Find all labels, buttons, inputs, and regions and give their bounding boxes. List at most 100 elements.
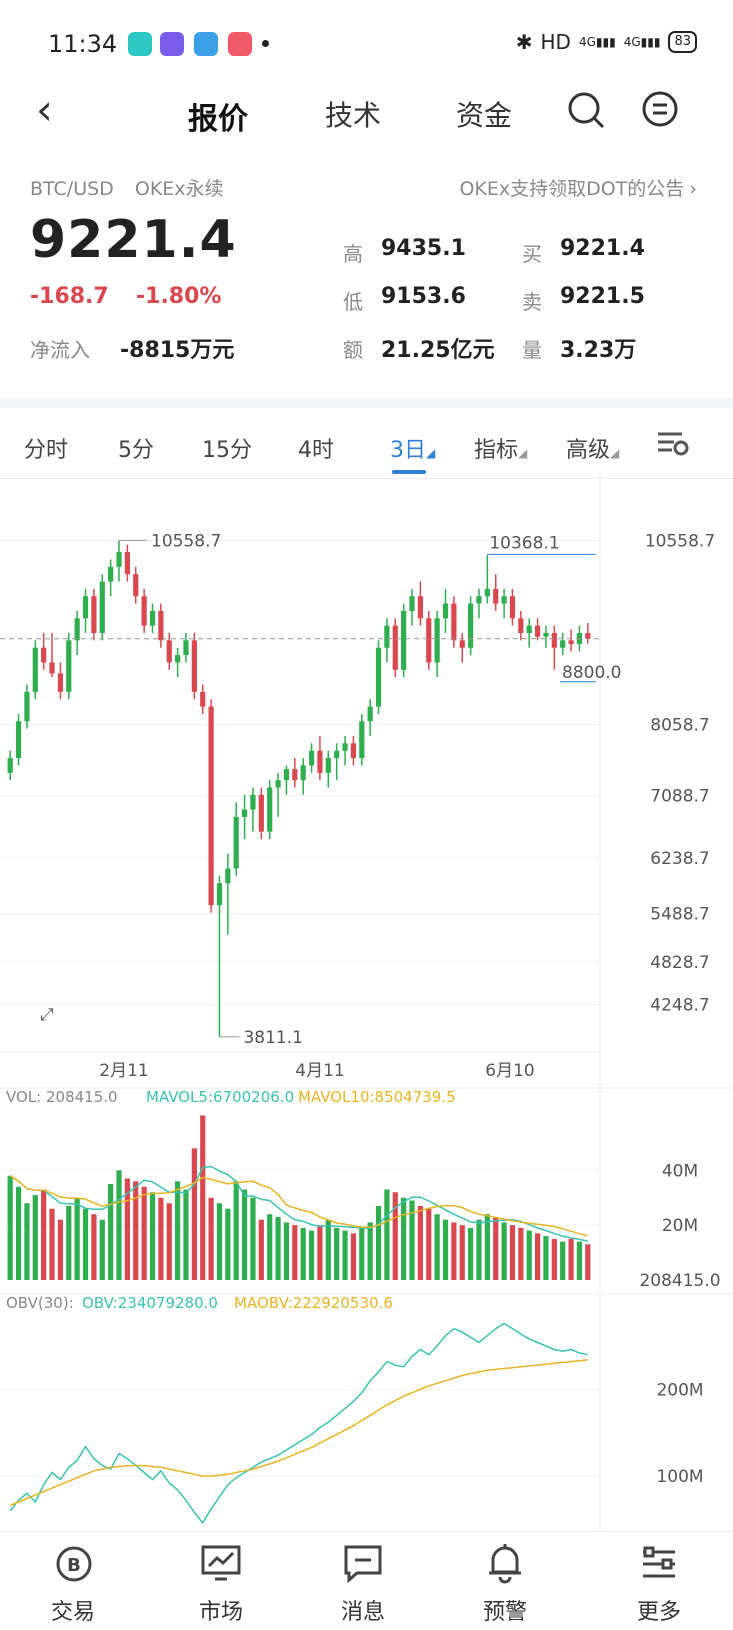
high-value: 9435.1 — [381, 236, 466, 261]
volume-bar — [292, 1225, 298, 1280]
candle-body — [442, 603, 449, 619]
volume-bar — [57, 1219, 64, 1280]
candle-body — [476, 596, 482, 604]
chart-settings-icon[interactable] — [656, 428, 690, 458]
candle-body — [468, 603, 474, 648]
tab-technical[interactable]: 技术 — [325, 99, 382, 132]
candle-body — [241, 809, 248, 817]
buy-label: 买 — [522, 242, 542, 266]
volume-bar — [275, 1216, 281, 1280]
candlestick-chart[interactable]: 10558.79221.48058.77088.76238.75488.7482… — [0, 470, 733, 1530]
obv-tick-label: 200M — [656, 1380, 703, 1400]
candle-body — [308, 750, 315, 766]
volume-bar — [484, 1214, 490, 1280]
candle-body — [367, 706, 373, 722]
menu-icon[interactable] — [641, 90, 681, 130]
search-icon[interactable] — [566, 90, 606, 130]
sell-value: 9221.5 — [560, 284, 645, 309]
dropdown-caret-icon: ◢ — [518, 446, 528, 460]
volume-bar — [442, 1219, 449, 1280]
interval-5m[interactable]: 5分 — [118, 438, 154, 463]
candle-body — [108, 566, 114, 582]
volume-bar — [501, 1222, 507, 1280]
low-label: 低 — [343, 290, 363, 314]
dropdown-caret-icon: ◢ — [610, 446, 620, 460]
last-price: 9221.4 — [30, 210, 237, 270]
symbol-row: BTC/USD OKEx永续 — [30, 174, 224, 201]
announcement-link[interactable]: OKEx支持领取DOT的公告 › — [459, 174, 697, 201]
interval-tabs: 分时 5分 15分 4时 3日◢ 指标◢ 高级◢ — [0, 398, 733, 479]
interval-15m[interactable]: 15分 — [202, 438, 252, 463]
y-tick-label: 6238.7 — [650, 849, 709, 869]
volume-bar — [308, 1230, 315, 1280]
volume-bar — [568, 1238, 574, 1280]
volume-bar — [426, 1208, 432, 1280]
notification-dot-icon — [262, 40, 269, 47]
volume-bar — [359, 1227, 365, 1280]
x-tick-label: 4月11 — [295, 1061, 344, 1081]
volume-label: 量 — [522, 338, 542, 362]
volume-bar — [108, 1184, 114, 1280]
tab-funds[interactable]: 资金 — [456, 99, 513, 132]
volume-bar — [367, 1222, 373, 1280]
candle-body — [116, 552, 122, 567]
back-arrow-icon[interactable]: ‹ — [36, 85, 53, 134]
volume-bar — [32, 1195, 38, 1280]
message-icon — [344, 1545, 382, 1584]
candle-body — [300, 765, 306, 781]
candle-body — [493, 588, 499, 604]
volume-bar — [158, 1197, 164, 1280]
volume-label: VOL: 208415.0 — [6, 1088, 118, 1106]
candle-body — [417, 596, 423, 619]
amount-value: 21.25亿元 — [381, 338, 495, 363]
app-icon-2 — [160, 32, 184, 56]
interval-indicators[interactable]: 指标◢ — [474, 438, 528, 463]
candle-body — [585, 633, 591, 639]
volume-bar — [116, 1170, 122, 1280]
candle-body — [292, 769, 298, 781]
candle-body — [225, 868, 231, 884]
volume-bar — [325, 1219, 331, 1280]
volume-value: 3.23万 — [560, 338, 637, 363]
selected-underline — [392, 470, 426, 474]
candle-body — [24, 691, 30, 722]
price-change-pct: -1.80% — [136, 284, 222, 309]
volume-bar — [334, 1227, 340, 1280]
volume-bar — [585, 1244, 591, 1280]
volume-bar — [82, 1208, 89, 1280]
candle-body — [267, 787, 273, 832]
volume-bar — [543, 1236, 549, 1280]
volume-bar — [283, 1222, 290, 1280]
candle-body — [233, 816, 239, 869]
tab-quote[interactable]: 报价 — [188, 102, 248, 137]
interval-timeshare[interactable]: 分时 — [24, 438, 69, 463]
volume-bar — [225, 1208, 231, 1280]
candle-body — [66, 640, 72, 692]
candle-body — [41, 647, 47, 663]
candle-body — [350, 743, 357, 759]
interval-4h[interactable]: 4时 — [298, 438, 334, 463]
volume-bar — [15, 1186, 22, 1280]
interval-3d[interactable]: 3日◢ — [390, 438, 436, 463]
volume-bar — [258, 1219, 264, 1280]
volume-bar — [216, 1203, 223, 1280]
candle-body — [543, 633, 549, 637]
interval-advanced[interactable]: 高级◢ — [566, 438, 620, 463]
candle-body — [175, 655, 181, 663]
dropdown-caret-icon: ◢ — [426, 446, 436, 460]
netflow-value: -8815万元 — [120, 338, 235, 363]
volume-bar — [200, 1115, 206, 1280]
candle-body — [359, 721, 365, 759]
candle-body — [208, 706, 214, 906]
candle-body — [49, 662, 55, 674]
y-tick-label: 4248.7 — [650, 996, 709, 1016]
candle-body — [200, 691, 206, 707]
vol-tick-label: 20M — [662, 1216, 698, 1236]
y-tick-label: 7088.7 — [650, 787, 709, 807]
high-label: 高 — [343, 242, 363, 266]
signal-1-icon: 4G▮▮▮ — [578, 35, 616, 49]
volume-bar — [434, 1214, 440, 1280]
candle-body — [158, 610, 164, 641]
volume-bar — [175, 1181, 181, 1280]
volume-bar — [233, 1181, 239, 1280]
